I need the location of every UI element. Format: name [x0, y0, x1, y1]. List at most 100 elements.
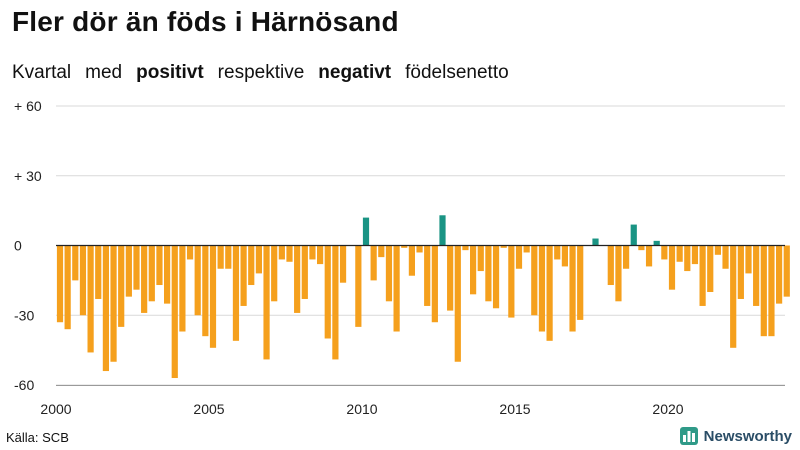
bar-negative: [156, 245, 163, 286]
bar-negative: [324, 245, 331, 339]
bar-negative: [523, 245, 530, 253]
bar-negative: [531, 245, 538, 316]
bar-positive: [653, 240, 660, 246]
subtitle-negative-label: negativt: [318, 62, 392, 83]
bar-negative: [638, 245, 645, 251]
bar-negative: [714, 245, 721, 255]
bar-negative: [645, 245, 653, 267]
bar-negative: [684, 245, 691, 272]
bar-negative: [577, 245, 584, 320]
bar-negative: [470, 245, 477, 295]
bar-negative: [355, 245, 362, 327]
bar-negative: [194, 245, 201, 316]
bar-negative: [141, 245, 148, 313]
bar-negative: [393, 245, 400, 332]
brand-name: Newsworthy: [703, 427, 792, 445]
bar-negative: [125, 245, 132, 297]
bar-negative: [462, 245, 469, 251]
bar-negative: [500, 245, 507, 248]
bar-negative: [722, 245, 729, 269]
bar-negative: [64, 245, 71, 330]
bar-positive: [439, 215, 446, 246]
bar-negative: [691, 245, 699, 265]
bar-negative: [186, 245, 194, 260]
bar-negative: [278, 245, 285, 260]
bar-negative: [240, 245, 247, 306]
newsworthy-logo[interactable]: Newsworthy: [679, 427, 792, 445]
bar-negative: [783, 245, 790, 297]
bar-negative: [339, 245, 347, 283]
bar-negative: [56, 245, 64, 323]
bar-negative: [332, 245, 339, 360]
bar-negative: [623, 245, 630, 269]
subtitle-word-med: med: [85, 62, 123, 83]
bar-negative: [102, 245, 109, 372]
bar-negative: [447, 245, 454, 311]
bar-negative: [301, 245, 308, 299]
bar-negative: [248, 245, 255, 286]
bar-negative: [776, 245, 783, 304]
bar-negative: [508, 245, 515, 318]
bar-negative: [492, 245, 500, 309]
bar-negative: [730, 245, 737, 348]
y-tick-label: -60: [14, 377, 34, 393]
bar-negative: [607, 245, 614, 286]
bar-negative: [768, 245, 775, 337]
source-note: Källa: SCB: [6, 430, 69, 445]
bar-negative: [164, 245, 171, 304]
bar-negative: [424, 245, 431, 306]
bar-negative: [72, 245, 79, 281]
bar-negative: [171, 245, 178, 379]
bar-negative: [454, 245, 461, 362]
bar-negative: [485, 245, 492, 302]
bar-negative: [87, 245, 94, 353]
bar-negative: [737, 245, 744, 299]
bar-negative: [202, 245, 209, 337]
bar-negative: [179, 245, 186, 332]
bar-positive: [592, 238, 599, 246]
bar-chart-logo-icon: [679, 427, 698, 445]
bar-negative: [148, 245, 155, 302]
bar-negative: [255, 245, 262, 274]
bar-negative: [225, 245, 232, 269]
bar-negative: [209, 245, 217, 348]
bar-negative: [515, 245, 523, 269]
bar-negative: [385, 245, 393, 302]
y-tick-label: 0: [14, 238, 22, 254]
bar-negative: [118, 245, 125, 327]
chart-subtitle: Kvartal med positivt respektive negativt föde…: [12, 62, 523, 84]
y-tick-label: + 60: [14, 98, 42, 114]
subtitle-word-fodelsenetto: födelsenetto: [405, 62, 509, 83]
bar-negative: [217, 245, 224, 269]
bar-negative: [538, 245, 546, 332]
bar-negative: [477, 245, 484, 272]
bar-negative: [309, 245, 316, 260]
x-tick-label: 2000: [40, 401, 71, 417]
bar-negative: [745, 245, 752, 274]
bar-negative: [286, 245, 293, 262]
bar-negative: [699, 245, 706, 306]
bar-negative: [676, 245, 683, 262]
bar-negative: [294, 245, 301, 313]
bar-negative: [707, 245, 714, 292]
bar-positive: [630, 224, 637, 246]
bar-negative: [416, 245, 423, 253]
x-tick-label: 2010: [346, 401, 377, 417]
bar-negative: [378, 245, 385, 258]
y-tick-label: + 30: [14, 168, 42, 184]
bar-negative: [232, 245, 240, 341]
bar-negative: [263, 245, 270, 360]
bar-negative: [370, 245, 377, 281]
bar-negative: [431, 245, 438, 323]
bar-negative: [661, 245, 668, 260]
bar-negative: [546, 245, 553, 341]
bar-negative: [95, 245, 102, 299]
x-tick-label: 2020: [652, 401, 683, 417]
x-tick-label: 2015: [499, 401, 530, 417]
bar-negative: [554, 245, 561, 260]
bar-positive: [362, 217, 370, 246]
subtitle-word-kvartal: Kvartal: [12, 62, 72, 83]
bar-negative: [753, 245, 760, 306]
bar-negative: [561, 245, 568, 267]
